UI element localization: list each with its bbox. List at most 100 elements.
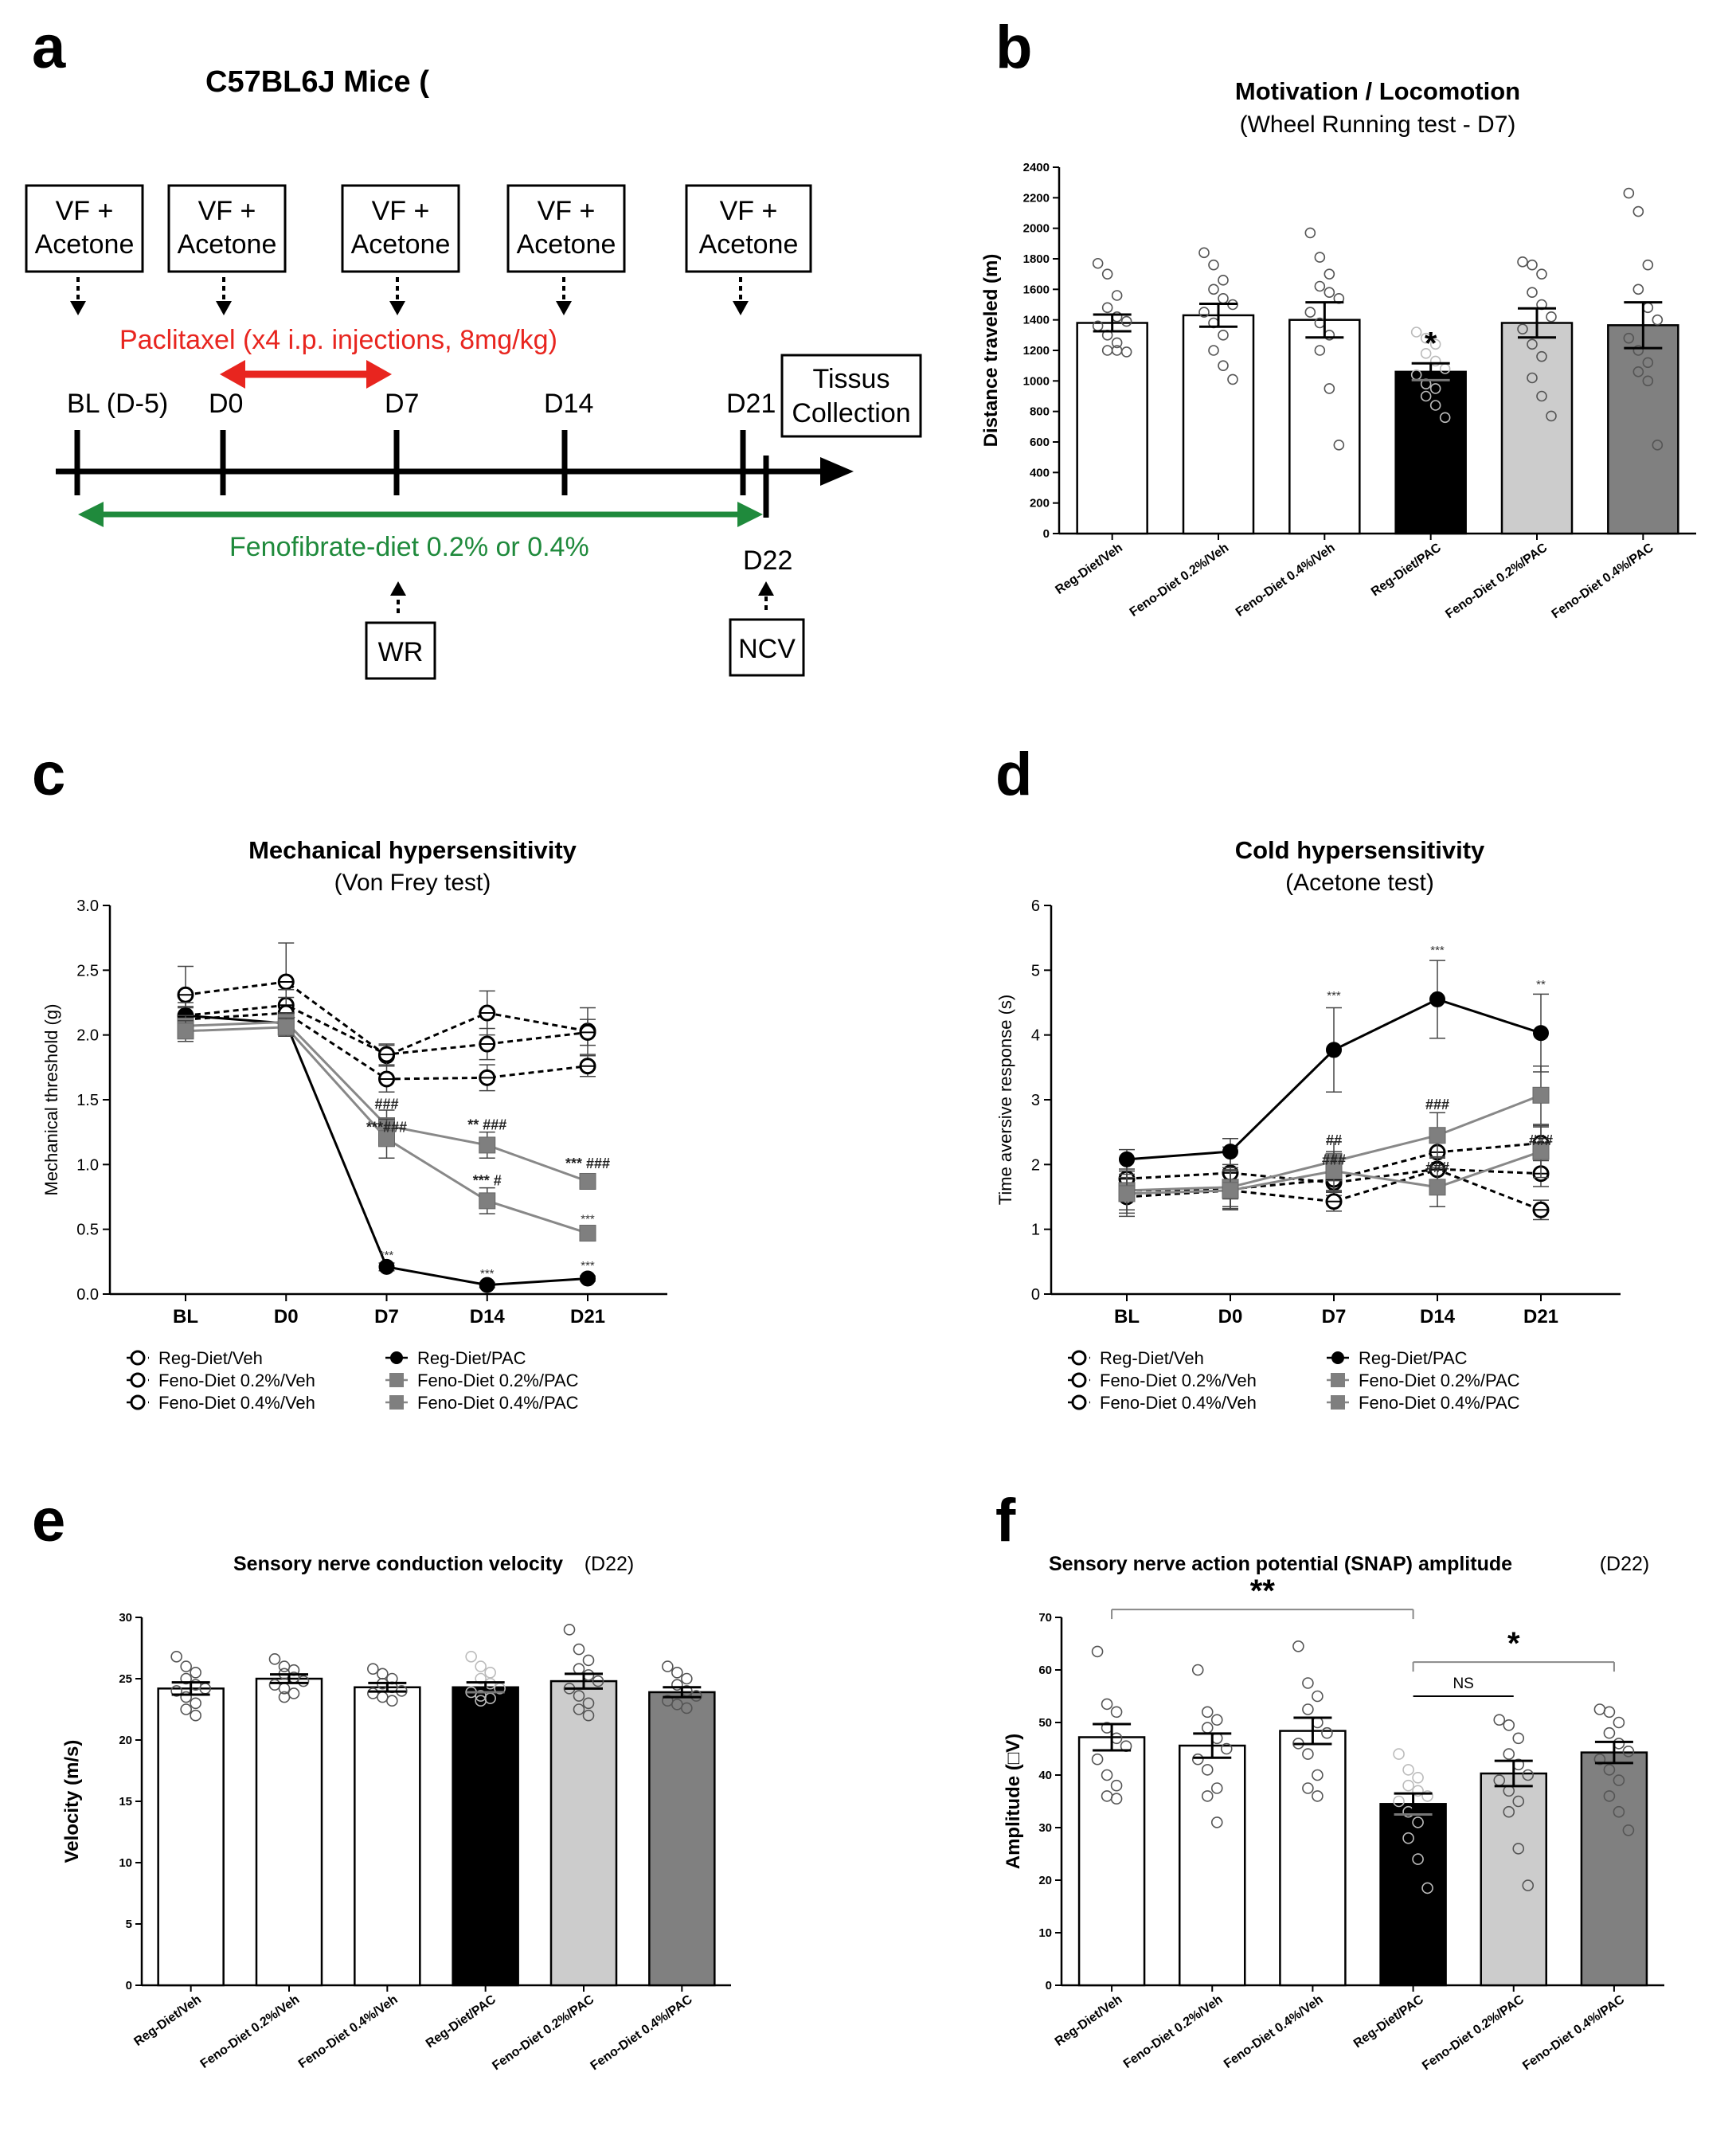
legend-label: Feno-Diet 0.2%/Veh [1100,1371,1257,1390]
significance-annotation: ## [1326,1132,1342,1148]
x-category-label: D7 [374,1306,399,1328]
wr-arrow [390,581,406,613]
y-tick-label: 70 [1038,1611,1052,1625]
data-point [180,1691,192,1703]
data-point [1517,256,1528,268]
panel-letter-e: e [32,1487,65,1554]
collection-line1: Tissus [813,364,890,394]
data-point [579,1225,596,1242]
legend-marker [389,1373,404,1387]
data-point [1208,283,1219,295]
data-point [1527,259,1538,271]
data-point [580,1270,596,1287]
x-category-label: Reg-Diet/Veh [131,1992,204,2049]
y-tick-label: 1200 [1023,344,1050,358]
data-point [1402,1764,1414,1776]
chart-e-ylabel: Velocity (m/s) [61,1740,83,1863]
data-point [1218,275,1229,286]
data-point [1191,1753,1204,1765]
panel-letter-c: c [32,741,65,808]
data-point [1527,287,1538,298]
data-point [1512,1795,1525,1808]
data-point [1493,1714,1506,1726]
data-point [1652,314,1664,326]
data-point [1527,338,1538,350]
y-tick-label: 20 [1038,1874,1052,1887]
legend-label: Feno-Diet 0.4%/PAC [1359,1393,1520,1413]
x-category-label: Feno-Diet 0.2%/Veh [1128,541,1232,620]
data-point [377,1668,389,1680]
box-5-line2: Acetone [699,229,799,260]
data-point [1312,1769,1324,1781]
data-point [1522,1769,1535,1781]
data-point [1622,1824,1635,1836]
y-tick-label: 10 [1038,1926,1052,1940]
chart-f-title: Sensory nerve action potential (SNAP) am… [1049,1553,1512,1575]
paclitaxel-label: Paclitaxel (x4 i.p. injections, 8mg/kg) [119,325,557,355]
data-point [479,1136,496,1154]
timeline-axis [56,430,854,518]
timepoint-bl: BL (D-5) [67,389,168,419]
chart-b-wheel-running: Motivation / Locomotion (Wheel Running te… [980,77,1696,621]
data-point [1111,290,1123,301]
data-point [1218,293,1229,304]
legend-marker [130,1350,146,1366]
data-point [1421,1882,1433,1895]
bracket-label: NS [1453,1676,1473,1692]
fenofibrate-arrow [78,502,763,527]
y-tick-label: 1000 [1023,374,1050,388]
data-point [1642,259,1654,271]
data-point [573,1663,585,1675]
panel-letter-b: b [995,14,1032,81]
data-point [563,1624,576,1636]
timepoint-d21: D21 [726,389,776,419]
data-point [1533,1025,1549,1042]
vf-acetone-box-5: VF + Acetone [685,184,812,273]
data-point [386,1695,398,1707]
y-tick-label: 1 [1031,1222,1040,1239]
data-point [1652,440,1664,451]
chart-c-subtitle: (Von Frey test) [334,870,491,896]
chart-c-mechanical: Mechanical hypersensitivity (Von Frey tes… [41,836,667,1413]
legend-label: Reg-Diet/Veh [1100,1348,1204,1368]
data-point [1603,1706,1616,1719]
data-point [180,1703,192,1715]
data-point [1201,1706,1214,1719]
chart-c-ylabel: Mechanical threshold (g) [41,1004,61,1196]
x-category-label: Reg-Diet/PAC [424,1992,499,2051]
chart-f-ylabel: Amplitude (□V) [1003,1734,1024,1869]
data-point [582,1697,595,1710]
data-point [1111,337,1123,349]
data-point [1622,1746,1635,1758]
data-point [475,1660,487,1672]
data-point [1412,1785,1424,1797]
data-point [1420,332,1432,344]
data-point [1314,280,1326,292]
x-category-label: Feno-Diet 0.2%/Veh [1121,1992,1226,2071]
series-line-0 [1126,1167,1542,1184]
data-point [1314,345,1326,356]
data-point [1420,348,1432,359]
bar-2 [354,1686,421,1987]
y-tick-label: 0 [126,1979,132,1992]
panel-a-timeline: a C57BL6J Mice ( VF + Acetone VF + Aceto… [25,14,922,680]
y-tick-label: 15 [119,1795,132,1808]
data-point [1198,307,1210,318]
data-point [170,1650,182,1663]
significance-annotation: ### [1425,1159,1449,1175]
data-point [1410,327,1422,338]
data-point [1642,357,1654,369]
legend-label: Reg-Diet/Veh [158,1348,263,1368]
y-tick-label: 1.5 [76,1092,99,1109]
data-point [1536,390,1547,402]
chart-d-ylabel: Time aversive response (s) [995,995,1015,1205]
data-point [681,1672,693,1685]
vf-acetone-box-1: VF + Acetone [25,184,144,273]
x-category-label: Feno-Diet 0.2%/PAC [1420,1992,1527,2073]
data-point [690,1690,702,1702]
x-category-label: Feno-Diet 0.4%/PAC [588,1992,695,2073]
data-point [190,1709,201,1722]
data-point [671,1679,683,1691]
ncv-label: NCV [738,634,796,664]
y-tick-label: 50 [1038,1716,1052,1730]
